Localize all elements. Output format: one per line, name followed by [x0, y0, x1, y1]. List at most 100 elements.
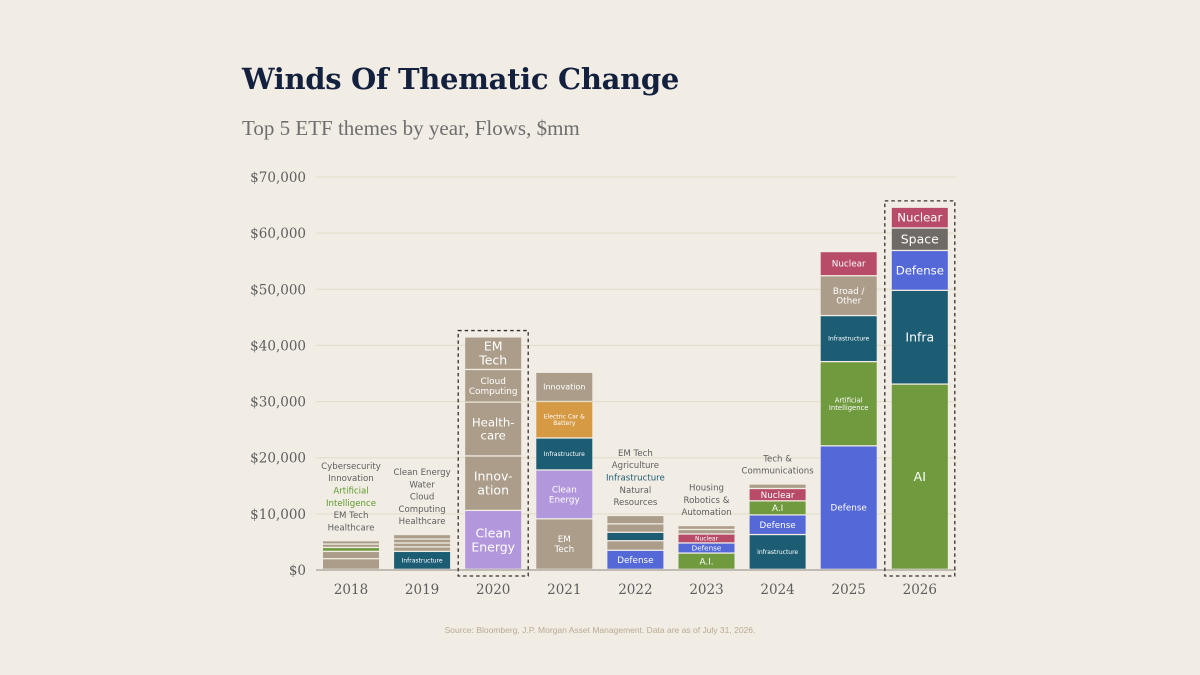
- bar-segment: [607, 524, 664, 532]
- segment-label: Defense: [759, 521, 795, 531]
- bar-segment: [394, 552, 451, 569]
- segment-label: EM: [484, 339, 503, 354]
- bar-segment: [465, 337, 522, 369]
- bar-segment: [891, 251, 948, 290]
- theme-side-label: Robotics &: [684, 496, 730, 506]
- segment-label: Innov-: [474, 469, 513, 484]
- bar-segment: [323, 552, 379, 559]
- segment-label: Other: [836, 297, 861, 307]
- bar-segment: [323, 559, 379, 569]
- segment-label: Defense: [896, 263, 944, 277]
- segment-label: Clean: [552, 486, 577, 496]
- segment-label: Infrastructure: [544, 451, 585, 458]
- segment-label: Tech: [553, 545, 574, 555]
- bar-segment: [820, 446, 877, 569]
- segment-label: Defense: [831, 504, 867, 514]
- bar-segment: [749, 535, 806, 569]
- bar-segment: [678, 526, 735, 529]
- y-tick-label: $20,000: [250, 451, 306, 467]
- theme-side-label: Natural: [620, 486, 652, 496]
- segment-label: AI: [914, 469, 926, 484]
- bar-segment: [891, 228, 948, 250]
- bar-segment: [536, 402, 593, 438]
- segment-label: Infra: [905, 330, 934, 345]
- bar-segment: [536, 438, 593, 470]
- bar-segment: [820, 362, 877, 446]
- theme-side-label: Tech &: [762, 454, 792, 464]
- bar-segment: [536, 470, 593, 519]
- y-tick-label: $0: [289, 563, 306, 579]
- bar-segment: [678, 543, 735, 553]
- segment-label: Artificial: [835, 396, 863, 404]
- segment-label: Tech: [478, 353, 507, 368]
- segment-label: Nuclear: [832, 260, 866, 270]
- segment-label: Space: [901, 232, 939, 247]
- bar-segment: [465, 456, 522, 510]
- bar-segment: [465, 402, 522, 456]
- bar-segment: [323, 544, 379, 547]
- theme-side-label: Artificial: [333, 486, 368, 496]
- x-tick-label: 2020: [476, 582, 510, 598]
- segment-label: Energy: [471, 539, 515, 554]
- segment-label: Innovation: [543, 383, 585, 392]
- theme-side-label: Automation: [681, 508, 731, 518]
- segment-label: Battery: [553, 420, 576, 427]
- segment-label: Intelligence: [829, 404, 869, 412]
- bar-segment: [536, 519, 593, 569]
- theme-side-label: Healthcare: [328, 523, 375, 533]
- segment-label: Infrastructure: [828, 336, 869, 343]
- theme-side-label: Cloud: [410, 493, 435, 503]
- y-tick-label: $50,000: [250, 282, 306, 298]
- theme-side-label: Water: [409, 480, 435, 490]
- segment-label: A.I: [772, 504, 783, 514]
- theme-side-label: Computing: [398, 505, 445, 515]
- chart-title: Winds Of Thematic Change: [242, 62, 680, 96]
- bar-segment: [820, 316, 877, 361]
- segment-label: Cloud: [481, 377, 506, 387]
- segment-label: EM: [558, 535, 571, 545]
- highlight-box: [457, 329, 529, 577]
- segment-label: Broad /: [833, 287, 865, 297]
- highlight-box: [884, 200, 956, 577]
- bar-segment: [607, 550, 664, 569]
- theme-side-label: Resources: [613, 498, 657, 508]
- bar-segment: [323, 541, 379, 544]
- theme-side-label: Housing: [689, 484, 724, 494]
- bar-segment: [607, 541, 664, 550]
- theme-side-label: Agriculture: [612, 461, 659, 471]
- segment-label: Nuclear: [897, 211, 942, 225]
- y-tick-label: $10,000: [250, 507, 306, 523]
- segment-label: Nuclear: [761, 491, 795, 501]
- bar-segment: [749, 484, 806, 488]
- bar-segment: [678, 530, 735, 534]
- segment-label: Health-: [472, 416, 515, 430]
- segment-label: ation: [477, 483, 509, 498]
- segment-label: Energy: [549, 495, 580, 505]
- bar-segment: [607, 532, 664, 541]
- segment-label: Defense: [692, 544, 722, 553]
- bar-segment: [749, 501, 806, 515]
- bar-segment: [394, 535, 451, 539]
- segment-label: Infrastructure: [402, 557, 443, 564]
- x-tick-label: 2025: [832, 582, 866, 598]
- segment-label: care: [481, 429, 506, 443]
- y-tick-label: $40,000: [250, 338, 306, 354]
- bar-segment: [607, 516, 664, 524]
- x-tick-label: 2023: [689, 582, 723, 598]
- x-tick-label: 2022: [618, 582, 652, 598]
- y-tick-label: $70,000: [250, 170, 306, 186]
- theme-side-label: EM Tech: [618, 449, 653, 459]
- theme-side-label: Cybersecurity: [321, 462, 381, 472]
- bar-segment: [891, 207, 948, 228]
- segment-label: A.I.: [699, 557, 713, 567]
- y-tick-label: $60,000: [250, 226, 306, 242]
- chart-subtitle: Top 5 ETF themes by year, Flows, $mm: [242, 116, 580, 140]
- theme-side-label: Infrastructure: [606, 474, 665, 484]
- source-note: Source: Bloomberg, J.P. Morgan Asset Man…: [444, 625, 756, 635]
- bar-segment: [536, 372, 593, 401]
- bar-segment: [820, 252, 877, 276]
- theme-side-label: EM Tech: [334, 511, 369, 521]
- bar-segment: [465, 370, 522, 402]
- bar-segment: [678, 534, 735, 543]
